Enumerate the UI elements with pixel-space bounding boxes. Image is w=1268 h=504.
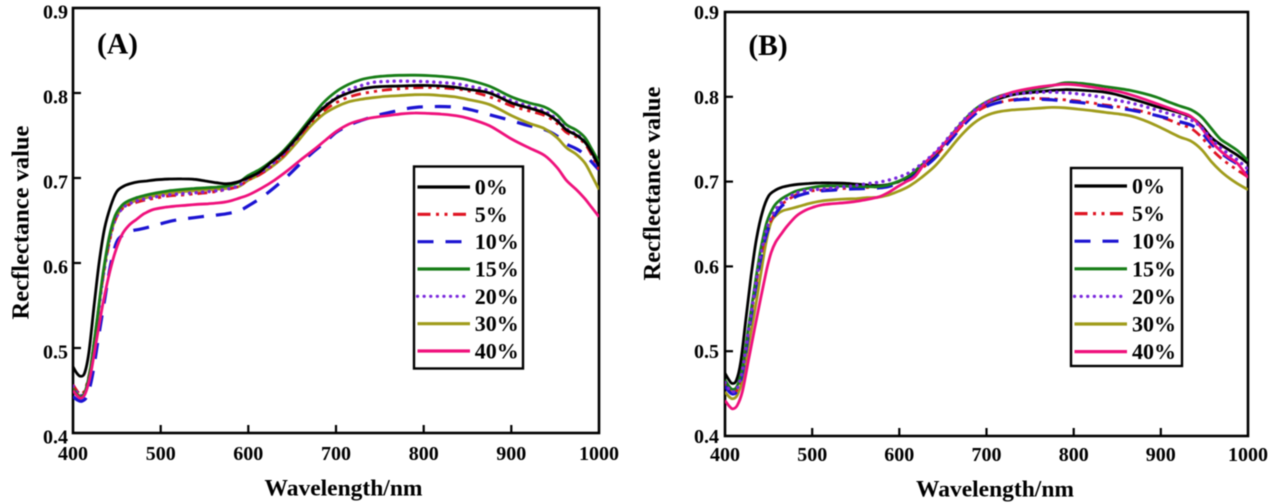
svg-text:40%: 40% bbox=[1132, 339, 1176, 364]
svg-text:1000: 1000 bbox=[579, 443, 619, 465]
svg-text:Wavelength/nm: Wavelength/nm bbox=[265, 476, 423, 502]
svg-text:Wavelength/nm: Wavelength/nm bbox=[916, 477, 1074, 503]
svg-text:5%: 5% bbox=[475, 202, 508, 227]
svg-text:0.4: 0.4 bbox=[43, 427, 68, 449]
svg-text:30%: 30% bbox=[1132, 312, 1176, 337]
svg-text:20%: 20% bbox=[1132, 284, 1176, 309]
svg-text:600: 600 bbox=[233, 443, 263, 465]
svg-text:800: 800 bbox=[409, 443, 439, 465]
svg-text:500: 500 bbox=[146, 443, 176, 465]
svg-text:0.5: 0.5 bbox=[43, 342, 68, 364]
svg-text:900: 900 bbox=[496, 443, 526, 465]
svg-text:0.8: 0.8 bbox=[694, 87, 719, 109]
svg-text:15%: 15% bbox=[1132, 256, 1176, 281]
svg-text:(B): (B) bbox=[748, 30, 787, 62]
svg-text:(A): (A) bbox=[97, 29, 138, 61]
svg-text:10%: 10% bbox=[1132, 229, 1176, 254]
svg-text:15%: 15% bbox=[475, 257, 519, 282]
svg-text:700: 700 bbox=[321, 443, 351, 465]
svg-text:400: 400 bbox=[58, 443, 88, 465]
svg-text:0.6: 0.6 bbox=[43, 257, 68, 279]
svg-text:Recflectance value: Recflectance value bbox=[7, 125, 34, 319]
svg-text:800: 800 bbox=[1059, 444, 1089, 466]
svg-text:5%: 5% bbox=[1132, 201, 1165, 226]
svg-text:30%: 30% bbox=[475, 311, 519, 336]
svg-text:10%: 10% bbox=[475, 229, 519, 254]
svg-text:500: 500 bbox=[797, 444, 827, 466]
svg-text:0.7: 0.7 bbox=[694, 172, 719, 194]
svg-text:400: 400 bbox=[710, 444, 740, 466]
svg-text:900: 900 bbox=[1146, 444, 1176, 466]
svg-text:0.6: 0.6 bbox=[694, 256, 719, 278]
svg-text:0.7: 0.7 bbox=[43, 172, 68, 194]
svg-text:20%: 20% bbox=[475, 284, 519, 309]
svg-text:40%: 40% bbox=[475, 339, 519, 364]
svg-text:0.9: 0.9 bbox=[43, 2, 68, 24]
svg-text:0.9: 0.9 bbox=[694, 2, 719, 24]
svg-text:Recflectance value: Recflectance value bbox=[639, 86, 666, 280]
svg-text:0.4: 0.4 bbox=[694, 426, 719, 448]
svg-text:1000: 1000 bbox=[1228, 444, 1268, 466]
svg-text:0.5: 0.5 bbox=[694, 341, 719, 363]
svg-text:0.8: 0.8 bbox=[43, 87, 68, 109]
svg-text:700: 700 bbox=[972, 444, 1002, 466]
svg-text:600: 600 bbox=[884, 444, 914, 466]
svg-text:0%: 0% bbox=[475, 175, 508, 200]
svg-text:0%: 0% bbox=[1132, 174, 1165, 199]
